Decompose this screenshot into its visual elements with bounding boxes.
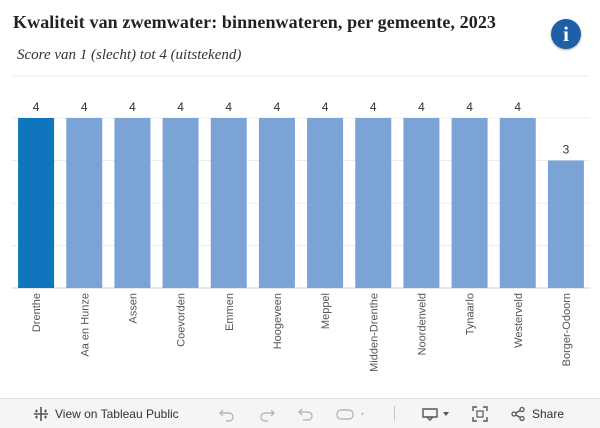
redo-icon bbox=[258, 406, 276, 422]
x-tick-label: Borger-Odoorn bbox=[561, 293, 573, 366]
bar[interactable] bbox=[403, 118, 440, 288]
bar-value-label: 4 bbox=[322, 100, 329, 114]
share-label: Share bbox=[532, 406, 565, 421]
bar-value-label: 4 bbox=[33, 100, 40, 114]
toolbar-divider bbox=[394, 406, 395, 421]
refresh-button[interactable] bbox=[336, 399, 366, 428]
download-icon bbox=[421, 406, 453, 422]
chart-subtitle: Score van 1 (slecht) tot 4 (uitstekend) bbox=[17, 47, 242, 63]
tableau-icon bbox=[33, 406, 49, 422]
share-button[interactable]: Share bbox=[510, 399, 564, 428]
x-tick-label: Noordenveld bbox=[416, 293, 428, 355]
bar[interactable] bbox=[114, 118, 151, 288]
bars bbox=[18, 118, 584, 288]
fullscreen-icon bbox=[472, 405, 488, 422]
view-on-tableau-label: View on Tableau Public bbox=[55, 406, 179, 421]
bar-value-label: 4 bbox=[177, 100, 184, 114]
undo-icon bbox=[218, 406, 236, 422]
x-tick-label: Westerveld bbox=[513, 293, 525, 348]
x-tick-label: Coevorden bbox=[176, 293, 188, 347]
bar[interactable] bbox=[307, 118, 344, 288]
x-tick-label: Drenthe bbox=[31, 293, 43, 332]
bar[interactable] bbox=[210, 118, 247, 288]
bar[interactable] bbox=[499, 118, 536, 288]
x-tick-label: Emmen bbox=[224, 293, 236, 331]
tableau-toolbar: View on Tableau Public Share bbox=[0, 398, 600, 428]
bar-value-label: 4 bbox=[129, 100, 136, 114]
bar[interactable] bbox=[66, 118, 103, 288]
gridlines bbox=[12, 75, 590, 289]
x-tick-label: Meppel bbox=[320, 293, 332, 329]
redo-button[interactable] bbox=[258, 399, 276, 428]
chart-title: Kwaliteit van zwemwater: binnenwateren, … bbox=[13, 12, 497, 32]
bar-chart: 4 4 4 4 4 4 4 4 4 4 4 3 Drenthe Aa en Hunze Assen Coev… bbox=[12, 75, 590, 372]
refresh-icon bbox=[336, 406, 366, 422]
bar[interactable] bbox=[451, 118, 488, 288]
bar-value-label: 4 bbox=[418, 100, 425, 114]
x-tick-label: Tynaarlo bbox=[465, 293, 477, 335]
value-labels: 4 4 4 4 4 4 4 4 4 4 4 3 bbox=[33, 100, 570, 157]
x-tick-labels: Drenthe Aa en Hunze Assen Coevorden Emmen Hoo… bbox=[31, 293, 573, 372]
bar-value-label: 4 bbox=[81, 100, 88, 114]
bar[interactable] bbox=[258, 118, 295, 288]
info-icon[interactable]: i bbox=[551, 19, 581, 49]
bar-value-label: 3 bbox=[563, 143, 570, 157]
x-tick-label: Hoogeveen bbox=[272, 293, 284, 349]
bar[interactable] bbox=[355, 118, 392, 288]
download-button[interactable] bbox=[421, 399, 453, 428]
bar-value-label: 4 bbox=[466, 100, 473, 114]
view-on-tableau-button[interactable]: View on Tableau Public bbox=[33, 399, 179, 428]
x-tick-label: Aa en Hunze bbox=[79, 293, 91, 357]
bar-value-label: 4 bbox=[274, 100, 281, 114]
revert-button[interactable] bbox=[297, 399, 315, 428]
share-icon bbox=[510, 406, 526, 422]
bar-value-label: 4 bbox=[225, 100, 232, 114]
bar-value-label: 4 bbox=[370, 100, 377, 114]
bar[interactable] bbox=[18, 118, 55, 288]
x-tick-label: Assen bbox=[127, 293, 139, 324]
bar[interactable] bbox=[162, 118, 199, 288]
bar-value-label: 4 bbox=[514, 100, 521, 114]
undo-button[interactable] bbox=[218, 399, 236, 428]
revert-icon bbox=[297, 406, 315, 422]
fullscreen-button[interactable] bbox=[472, 399, 488, 428]
bar[interactable] bbox=[547, 160, 584, 289]
x-tick-label: Midden-Drenthe bbox=[368, 293, 380, 372]
